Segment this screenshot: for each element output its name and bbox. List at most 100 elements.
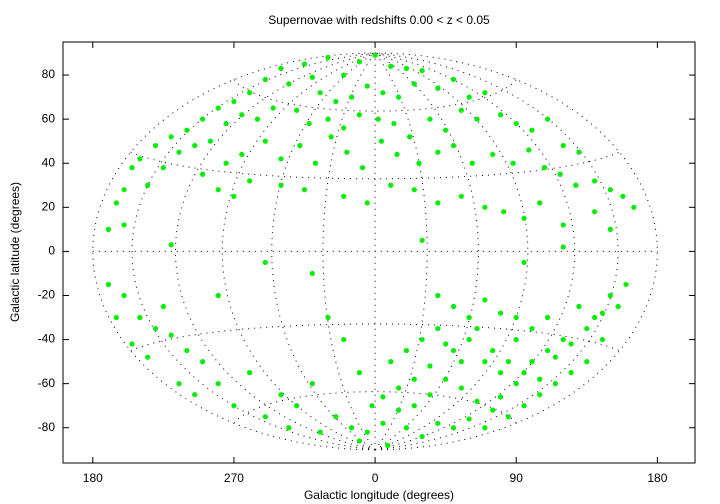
data-point [497, 370, 504, 376]
data-point [396, 407, 402, 413]
data-point [356, 370, 362, 376]
data-point [541, 165, 548, 171]
data-point [474, 116, 480, 122]
data-point [388, 63, 394, 69]
data-point [510, 160, 516, 166]
data-point [341, 72, 347, 78]
data-point [501, 209, 507, 215]
data-point [505, 359, 511, 365]
data-point [364, 429, 370, 435]
data-point [152, 142, 159, 149]
data-point [286, 81, 292, 87]
data-point [521, 215, 527, 221]
y-tick-label: 60 [42, 111, 56, 125]
data-point [560, 244, 566, 250]
y-tick-label: -40 [38, 332, 56, 346]
data-point [328, 134, 334, 140]
data-point [364, 83, 370, 89]
data-point [576, 303, 582, 310]
data-point [207, 138, 214, 144]
data-point [544, 116, 551, 122]
data-point [435, 420, 441, 426]
data-point [497, 394, 504, 400]
data-point [607, 226, 613, 232]
graticule-line [374, 52, 428, 451]
data-point [254, 116, 261, 122]
data-point [294, 403, 300, 409]
y-tick-label: 0 [48, 244, 55, 258]
data-point [278, 182, 284, 188]
data-point [416, 160, 422, 166]
data-point [137, 156, 143, 162]
data-point [309, 270, 315, 277]
data-point [375, 116, 381, 122]
data-point [427, 392, 433, 398]
data-point [341, 193, 347, 199]
data-point [325, 54, 331, 61]
data-point [239, 151, 245, 158]
data-point [513, 336, 519, 343]
data-point [403, 425, 410, 431]
data-point [607, 292, 613, 299]
data-point [403, 65, 410, 72]
data-point [497, 310, 504, 316]
chart-title: Supernovae with redshifts 0.00 < z < 0.0… [268, 13, 490, 27]
data-point [403, 347, 410, 354]
data-point [435, 325, 441, 332]
data-point [160, 165, 166, 171]
data-point [450, 347, 457, 354]
data-point [231, 193, 237, 199]
data-point [490, 347, 496, 354]
data-point [573, 182, 579, 188]
data-point [223, 160, 229, 166]
data-point [482, 425, 488, 431]
data-point [270, 105, 276, 111]
data-point [526, 147, 532, 153]
data-point [450, 142, 457, 149]
data-point [568, 341, 574, 347]
data-point [505, 414, 511, 420]
data-point [247, 178, 253, 184]
y-tick-label: 20 [42, 199, 56, 213]
data-point [121, 187, 127, 193]
data-point [521, 259, 527, 266]
data-point [113, 314, 119, 321]
data-point [378, 138, 384, 144]
data-point [552, 381, 559, 387]
data-point [239, 112, 245, 118]
graticule-line [233, 79, 517, 112]
data-point [490, 151, 496, 158]
data-point [391, 120, 397, 127]
data-point [513, 314, 519, 321]
x-tick-label: 90 [510, 471, 524, 485]
data-point [592, 314, 598, 321]
data-point [278, 65, 284, 72]
data-point [129, 341, 135, 347]
data-point [341, 125, 347, 131]
data-point [184, 347, 190, 354]
data-point [568, 370, 574, 376]
y-tick-label: -60 [38, 376, 56, 390]
data-point [105, 281, 112, 288]
graticule-line [375, 52, 658, 451]
data-point [380, 394, 386, 400]
data-point [458, 193, 464, 199]
y-tick-label: 40 [42, 155, 56, 169]
y-axis-label: Galactic latitude (degrees) [8, 182, 22, 322]
data-point [450, 76, 457, 83]
data-point [419, 237, 425, 243]
data-point [356, 59, 362, 65]
data-point [262, 414, 268, 420]
data-point [278, 156, 284, 162]
graticule-line [131, 52, 376, 451]
data-point [419, 433, 425, 440]
data-point [513, 381, 519, 387]
data-point [325, 314, 331, 321]
data-point [466, 94, 472, 100]
data-point [121, 222, 127, 228]
data-point [482, 90, 488, 96]
data-point [443, 341, 449, 347]
data-point [443, 376, 449, 382]
graticule-line [233, 391, 517, 424]
data-point [364, 200, 370, 206]
